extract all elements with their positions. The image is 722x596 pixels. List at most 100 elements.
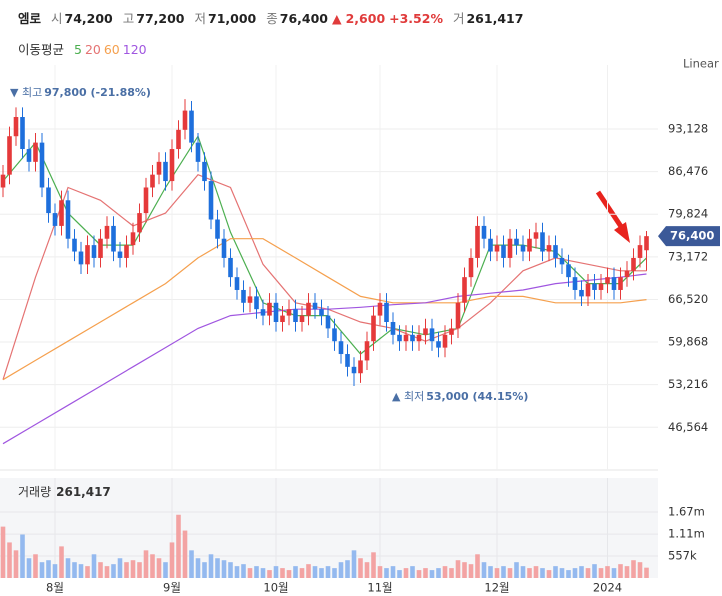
volume-bar: [26, 558, 32, 578]
ma-line: [2, 238, 647, 381]
volume-bar: [52, 564, 58, 578]
candle-body: [137, 213, 142, 233]
volume-bar: [631, 560, 636, 578]
candle-body: [358, 360, 363, 374]
candle-body: [449, 328, 454, 335]
value: 261,417: [466, 11, 524, 26]
x-tick-label: 2024: [593, 581, 622, 595]
legend: 이동평균 5 20 60 120: [18, 39, 147, 58]
volume-bar: [468, 564, 474, 578]
volume-bar: [553, 566, 558, 578]
marker: ▲: [392, 390, 404, 403]
volume-bar: [514, 562, 519, 578]
volume-bar: [364, 562, 370, 578]
volume-bar: [293, 566, 298, 578]
volume-bar: [637, 562, 643, 578]
candle-body: [208, 181, 214, 220]
volume-bar: [7, 542, 12, 578]
candle-body: [585, 283, 591, 297]
candle-body: [351, 366, 357, 374]
volume-bar: [13, 550, 19, 578]
volume-bar: [494, 568, 500, 578]
legend-item: 60: [103, 42, 120, 57]
volume-bar: [384, 568, 389, 578]
candle-body: [364, 341, 370, 361]
volume-bar: [65, 558, 71, 578]
y-tick-label: 86,476: [668, 164, 708, 178]
candle-body: [566, 264, 571, 278]
volume-bar: [481, 562, 487, 578]
legend-item: 120: [122, 42, 147, 57]
candle-body: [631, 257, 636, 271]
annotation-label: 최고: [22, 86, 42, 99]
candle-body: [117, 251, 123, 258]
legend-item: 20: [84, 42, 101, 57]
volume-title: 거래량: [18, 485, 51, 499]
x-tick-label: 8월: [46, 581, 64, 595]
candle-body: [436, 341, 441, 348]
candle-body: [527, 238, 532, 252]
candle-body: [247, 296, 253, 303]
candle-body: [267, 302, 272, 316]
candle-body: [33, 142, 38, 162]
candle-body: [156, 161, 162, 175]
candle-body: [234, 277, 240, 290]
candle-body: [91, 245, 97, 258]
candle-body: [468, 257, 474, 278]
volume-bar: [371, 552, 376, 578]
candle-body: [416, 334, 422, 342]
candle-body: [280, 315, 285, 322]
volume-bar: [117, 558, 123, 578]
volume-bar: [423, 568, 428, 578]
volume-bar: [195, 558, 201, 578]
volume-bar: [442, 566, 448, 578]
candle-body: [332, 328, 337, 342]
volume-bar: [403, 568, 409, 578]
volume-bar: [169, 542, 175, 578]
volume-bar: [332, 568, 337, 578]
volume-bar: [98, 562, 103, 578]
volume-bar: [143, 550, 149, 578]
volume-bar: [150, 554, 155, 578]
volume-bar: [410, 566, 415, 578]
candle-body: [130, 232, 136, 246]
annotation: ▼ 최고 97,800 (-21.88%): [10, 86, 151, 99]
y-tick-label: 59,868: [668, 335, 708, 349]
candle-body: [462, 277, 467, 303]
candle-body: [195, 142, 201, 162]
arrow-head: [614, 222, 630, 243]
candle-body: [319, 309, 324, 316]
candle-body: [540, 232, 545, 252]
volume-bar: [579, 566, 584, 578]
volume-bar: [592, 564, 597, 578]
volume-bar: [273, 566, 279, 578]
volume-bar: [254, 566, 259, 578]
volume-bar: [280, 568, 285, 578]
volume-bar: [59, 546, 64, 578]
x-tick-label: 9월: [163, 581, 181, 595]
label: 고: [122, 11, 135, 26]
volume-bar: [416, 570, 422, 578]
candle-body: [397, 334, 402, 342]
price-tag-label: 76,400: [670, 229, 714, 243]
candle-body: [20, 117, 25, 150]
candle-body: [403, 334, 409, 342]
annotation-text: 53,000 (44.15%): [426, 390, 528, 403]
candle-body: [501, 245, 506, 258]
y-tick-label: 93,128: [668, 122, 708, 136]
candle-body: [611, 277, 617, 290]
candle-body: [189, 110, 194, 143]
candle-body: [533, 232, 539, 239]
candle-body: [46, 187, 51, 214]
volume-bar: [429, 570, 435, 578]
volume-bar: [436, 568, 441, 578]
candle-body: [572, 277, 578, 290]
candle-body: [78, 251, 84, 265]
volume-bar: [312, 566, 318, 578]
volume-bar: [130, 560, 136, 578]
candle-body: [598, 283, 604, 290]
legend-item: 5: [74, 42, 82, 57]
volume-bar: [137, 562, 142, 578]
volume-bar: [0, 526, 6, 578]
volume-bar: [202, 562, 207, 578]
